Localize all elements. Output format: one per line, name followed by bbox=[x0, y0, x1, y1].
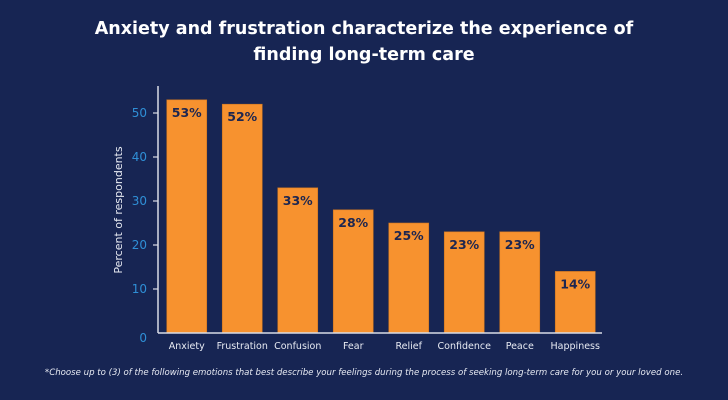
x-tick-label-peace: Peace bbox=[506, 341, 534, 352]
bar-peace bbox=[499, 231, 541, 334]
data-label-peace: 23% bbox=[505, 237, 535, 252]
y-tick-label-40: 40 bbox=[132, 150, 147, 164]
chart-title: Anxiety and frustration characterize the… bbox=[0, 16, 728, 68]
axes-group: Anxiety Frustration Confusion Fear Relief Con… bbox=[132, 86, 602, 352]
x-tick-label-confusion: Confusion bbox=[274, 341, 321, 352]
data-label-happiness: 14% bbox=[560, 276, 590, 291]
x-tick-label-confidence: Confidence bbox=[438, 341, 492, 352]
data-label-frustration: 52% bbox=[227, 109, 257, 124]
bars-group: 53% 52% 33% 28% 25% 23% 23% 14% bbox=[166, 99, 596, 334]
bar-happiness bbox=[554, 271, 596, 334]
y-axis-label: Percent of respondents bbox=[112, 146, 125, 273]
x-tick-label-frustration: Frustration bbox=[217, 341, 268, 352]
y-tick-label-20: 20 bbox=[132, 238, 147, 252]
x-tick-label-anxiety: Anxiety bbox=[169, 341, 205, 352]
data-label-relief: 25% bbox=[394, 228, 424, 243]
y-tick-label-30: 30 bbox=[132, 194, 147, 208]
x-tick-label-relief: Relief bbox=[396, 341, 423, 352]
bar-relief bbox=[388, 222, 430, 334]
data-label-confidence: 23% bbox=[449, 237, 479, 252]
bar-fear bbox=[332, 209, 374, 334]
bar-anxiety bbox=[166, 99, 208, 334]
chart-title-line-1: Anxiety and frustration characterize the… bbox=[94, 19, 634, 39]
bar-confidence bbox=[443, 231, 485, 334]
data-label-anxiety: 53% bbox=[172, 105, 202, 120]
chart-title-line-2: finding long-term care bbox=[253, 45, 475, 65]
y-tick-label-0: 0 bbox=[139, 331, 147, 345]
data-label-fear: 28% bbox=[338, 215, 368, 230]
data-label-confusion: 33% bbox=[283, 193, 313, 208]
x-tick-label-happiness: Happiness bbox=[551, 341, 600, 352]
x-tick-label-fear: Fear bbox=[343, 341, 364, 352]
y-tick-label-50: 50 bbox=[132, 106, 147, 120]
footnote: *Choose up to (3) of the following emoti… bbox=[44, 368, 684, 378]
bar-frustration bbox=[221, 103, 263, 334]
y-tick-label-10: 10 bbox=[132, 282, 147, 296]
bar-confusion bbox=[277, 187, 319, 334]
